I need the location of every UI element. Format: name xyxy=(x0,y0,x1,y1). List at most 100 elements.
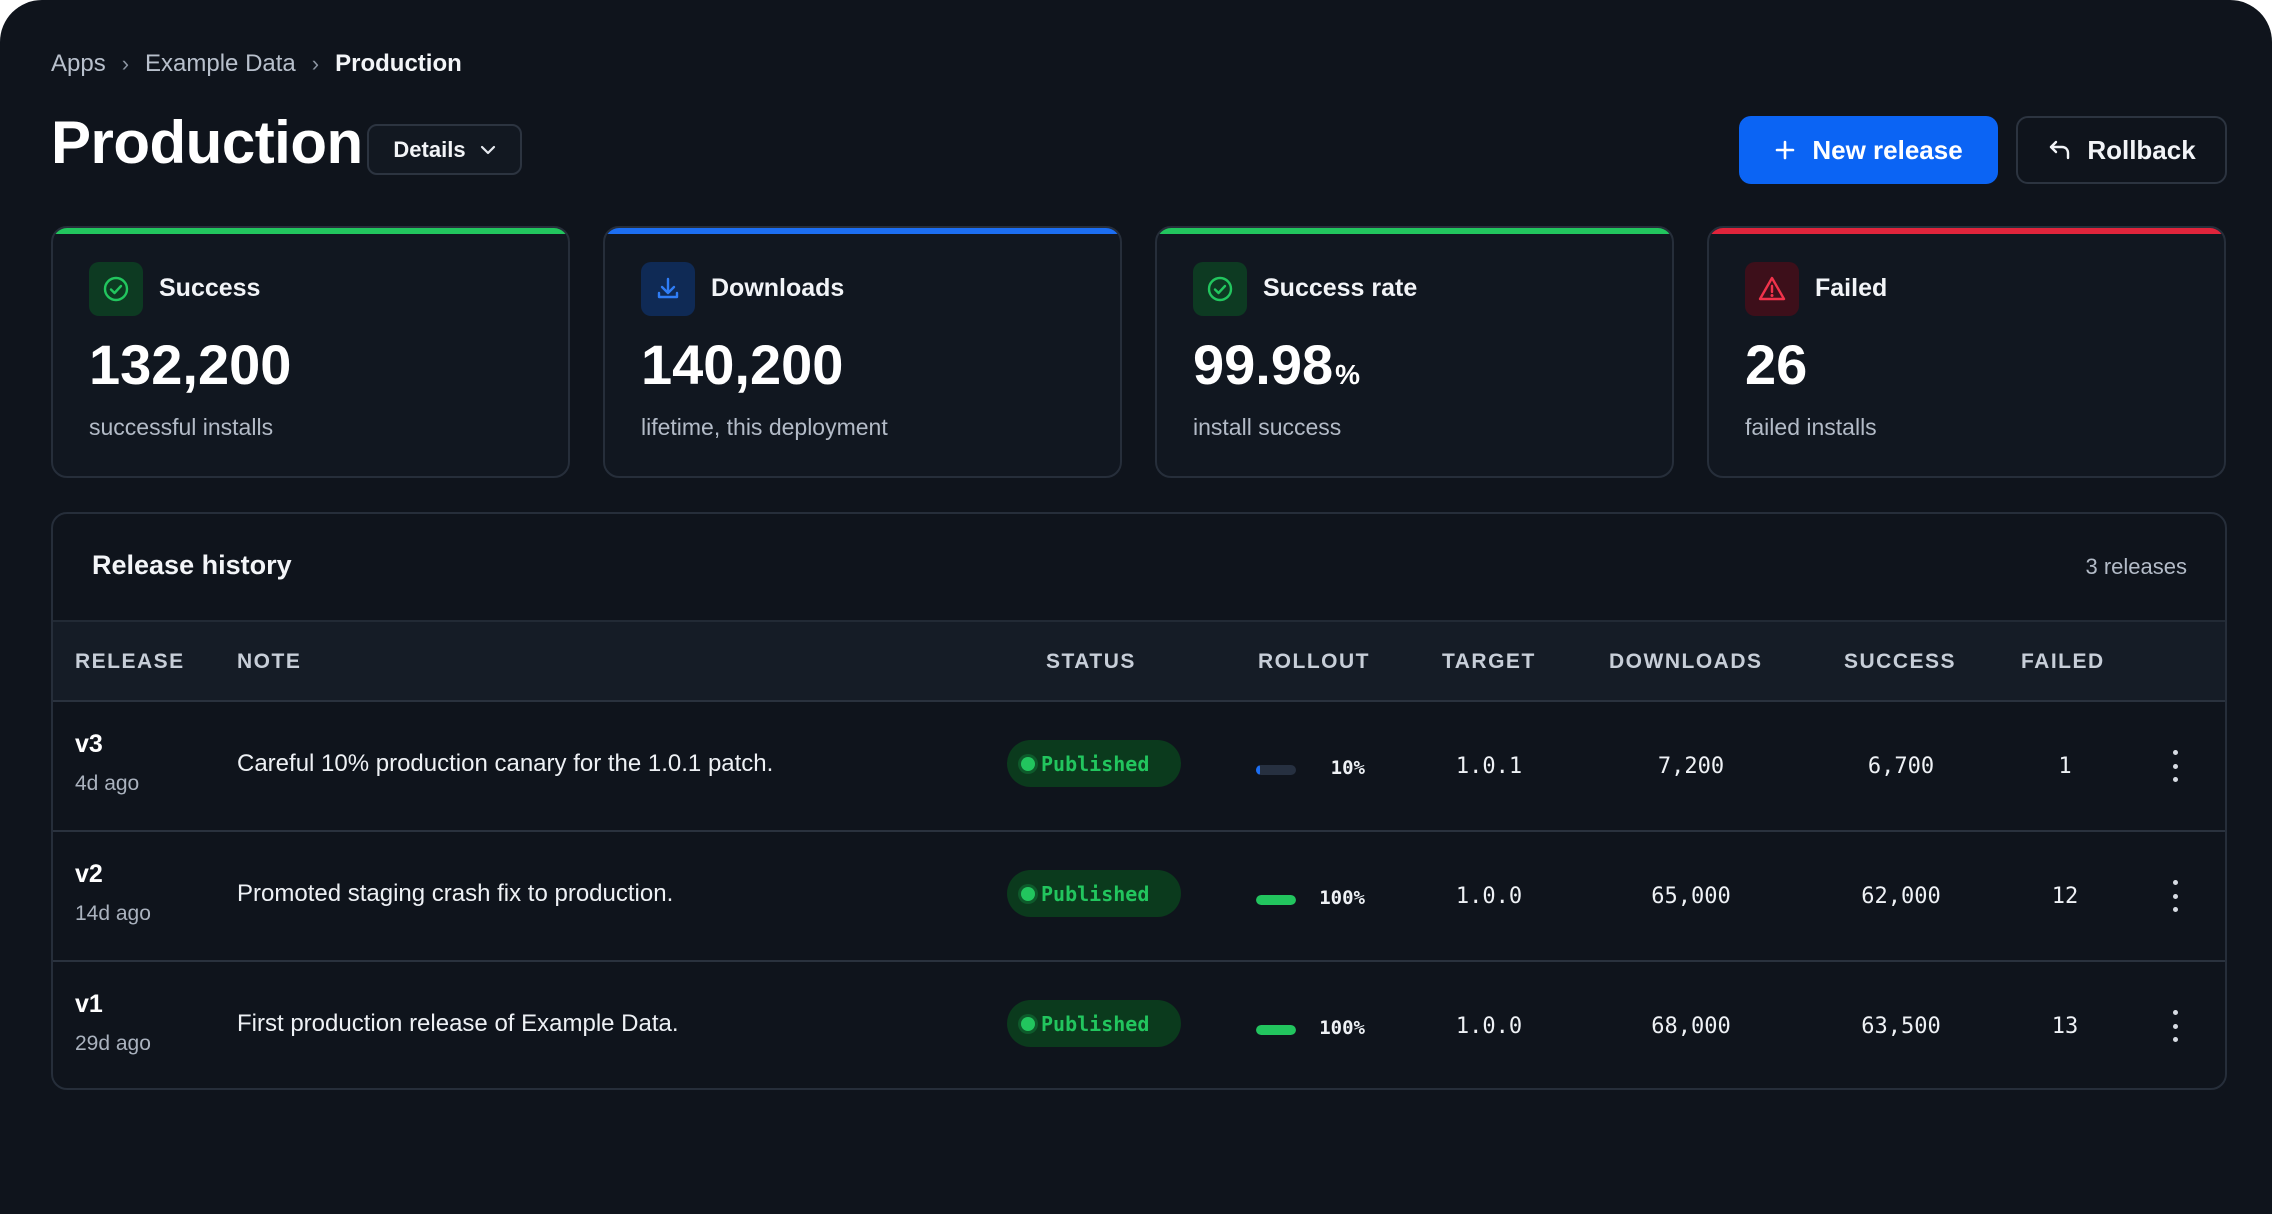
stat-caption: successful installs xyxy=(89,414,274,440)
failed-count: 12 xyxy=(2051,884,2079,909)
check-circle-icon xyxy=(1207,276,1233,302)
stat-label: Downloads xyxy=(711,274,845,302)
downloads-count: 65,000 xyxy=(1651,884,1731,909)
breadcrumb-example-data[interactable]: Example Data xyxy=(145,50,296,77)
card-accent-bar xyxy=(605,228,1120,234)
column-header-failed[interactable]: FAILED xyxy=(2021,650,2105,673)
status-badge: Published xyxy=(1007,740,1181,787)
check-circle-icon xyxy=(103,276,129,302)
details-label: Details xyxy=(393,136,466,162)
rollback-label: Rollback xyxy=(2087,134,2196,165)
download-icon xyxy=(657,277,679,299)
column-header-target[interactable]: TARGET xyxy=(1442,650,1536,673)
card-accent-bar xyxy=(1157,228,1672,234)
page-title: Production xyxy=(51,109,363,176)
release-version: v3 xyxy=(75,730,103,758)
table-header: RELEASE NOTE STATUS ROLLOUT TARGET DOWNL… xyxy=(53,620,2225,702)
success-count: 62,000 xyxy=(1861,884,1941,909)
stat-unit: % xyxy=(1335,359,1361,390)
downloads-count: 68,000 xyxy=(1651,1014,1731,1039)
icon-box xyxy=(641,262,695,316)
stat-value: 132,200 xyxy=(89,332,291,397)
stat-label: Failed xyxy=(1815,274,1888,302)
stat-caption: install success xyxy=(1193,414,1342,440)
target-version: 1.0.1 xyxy=(1455,754,1523,779)
column-header-success[interactable]: SUCCESS xyxy=(1844,650,1957,673)
rollout-progress-fill xyxy=(1256,895,1296,905)
warning-triangle-icon xyxy=(1758,276,1786,301)
target-version: 1.0.0 xyxy=(1455,884,1523,909)
more-options-icon[interactable] xyxy=(2171,1010,2179,1042)
stat-number: 140,200 xyxy=(641,333,844,396)
stat-number: 132,200 xyxy=(89,333,292,396)
breadcrumb-current: Production xyxy=(335,50,462,77)
column-header-rollout[interactable]: ROLLOUT xyxy=(1258,650,1370,673)
rollout-progress-bar xyxy=(1256,765,1296,775)
status-dot-icon xyxy=(1021,1016,1035,1031)
stat-card-failed: Failed 26 failed installs xyxy=(1707,226,2226,478)
more-options-icon[interactable] xyxy=(2171,750,2179,782)
icon-box xyxy=(1193,262,1247,316)
stat-card-success: Success 132,200 successful installs xyxy=(51,226,570,478)
rollback-button[interactable]: Rollback xyxy=(2016,116,2227,184)
status-badge: Published xyxy=(1007,870,1181,917)
release-history-panel: Release history 3 releases RELEASE NOTE … xyxy=(51,512,2227,1090)
stat-value: 99.98% xyxy=(1193,332,1360,397)
column-header-note[interactable]: NOTE xyxy=(237,650,302,673)
new-release-label: New release xyxy=(1812,134,1963,165)
release-note: Promoted staging crash fix to production… xyxy=(237,880,674,907)
details-dropdown-button[interactable]: Details xyxy=(367,124,522,175)
status-dot-icon xyxy=(1021,756,1035,771)
stat-caption: lifetime, this deployment xyxy=(641,414,888,440)
stat-number: 26 xyxy=(1745,333,1808,396)
table-row[interactable]: v1 29d ago First production release of E… xyxy=(53,962,2225,1088)
icon-box xyxy=(89,262,143,316)
release-age: 4d ago xyxy=(75,772,140,795)
icon-box xyxy=(1745,262,1799,316)
stat-value: 26 xyxy=(1745,332,1807,397)
table-row[interactable]: v2 14d ago Promoted staging crash fix to… xyxy=(53,832,2225,962)
stat-number: 99.98 xyxy=(1193,333,1334,396)
stat-label: Success xyxy=(159,274,261,302)
failed-count: 13 xyxy=(2051,1014,2079,1039)
rollout-progress-fill xyxy=(1256,765,1260,775)
status-label: Published xyxy=(1041,1011,1150,1036)
plus-icon xyxy=(1776,140,1795,160)
new-release-button[interactable]: New release xyxy=(1739,116,1998,184)
rollout-progress-bar xyxy=(1256,895,1296,905)
stat-label: Success rate xyxy=(1263,274,1418,302)
chevron-right-icon: › xyxy=(121,51,130,76)
success-count: 6,700 xyxy=(1867,754,1935,779)
more-options-icon[interactable] xyxy=(2171,880,2179,912)
chevron-right-icon: › xyxy=(311,51,320,76)
stat-caption: failed installs xyxy=(1745,414,1877,440)
column-header-status[interactable]: STATUS xyxy=(1046,650,1136,673)
card-accent-bar xyxy=(1709,228,2224,234)
release-note: First production release of Example Data… xyxy=(237,1010,679,1037)
breadcrumb-apps[interactable]: Apps xyxy=(51,50,106,77)
release-count: 3 releases xyxy=(2085,554,2187,579)
status-badge: Published xyxy=(1007,1000,1181,1047)
chevron-down-icon xyxy=(480,145,495,154)
failed-count: 1 xyxy=(2058,754,2072,779)
stat-card-downloads: Downloads 140,200 lifetime, this deploym… xyxy=(603,226,1122,478)
rollout-percent: 10% xyxy=(1330,757,1365,779)
success-count: 63,500 xyxy=(1861,1014,1941,1039)
status-label: Published xyxy=(1041,751,1150,776)
rollout-percent: 100% xyxy=(1319,1017,1365,1039)
card-accent-bar xyxy=(53,228,568,234)
column-header-release[interactable]: RELEASE xyxy=(75,650,185,673)
release-age: 14d ago xyxy=(75,902,151,925)
stat-card-success-rate: Success rate 99.98% install success xyxy=(1155,226,1674,478)
status-label: Published xyxy=(1041,881,1150,906)
panel-title: Release history xyxy=(92,550,292,580)
release-version: v2 xyxy=(75,860,103,888)
table-row[interactable]: v3 4d ago Careful 10% production canary … xyxy=(53,702,2225,832)
release-note: Careful 10% production canary for the 1.… xyxy=(237,750,774,777)
column-header-downloads[interactable]: DOWNLOADS xyxy=(1609,650,1763,673)
target-version: 1.0.0 xyxy=(1455,1014,1523,1039)
release-version: v1 xyxy=(75,990,103,1018)
rollout-progress-bar xyxy=(1256,1025,1296,1035)
rollout-percent: 100% xyxy=(1319,887,1365,909)
